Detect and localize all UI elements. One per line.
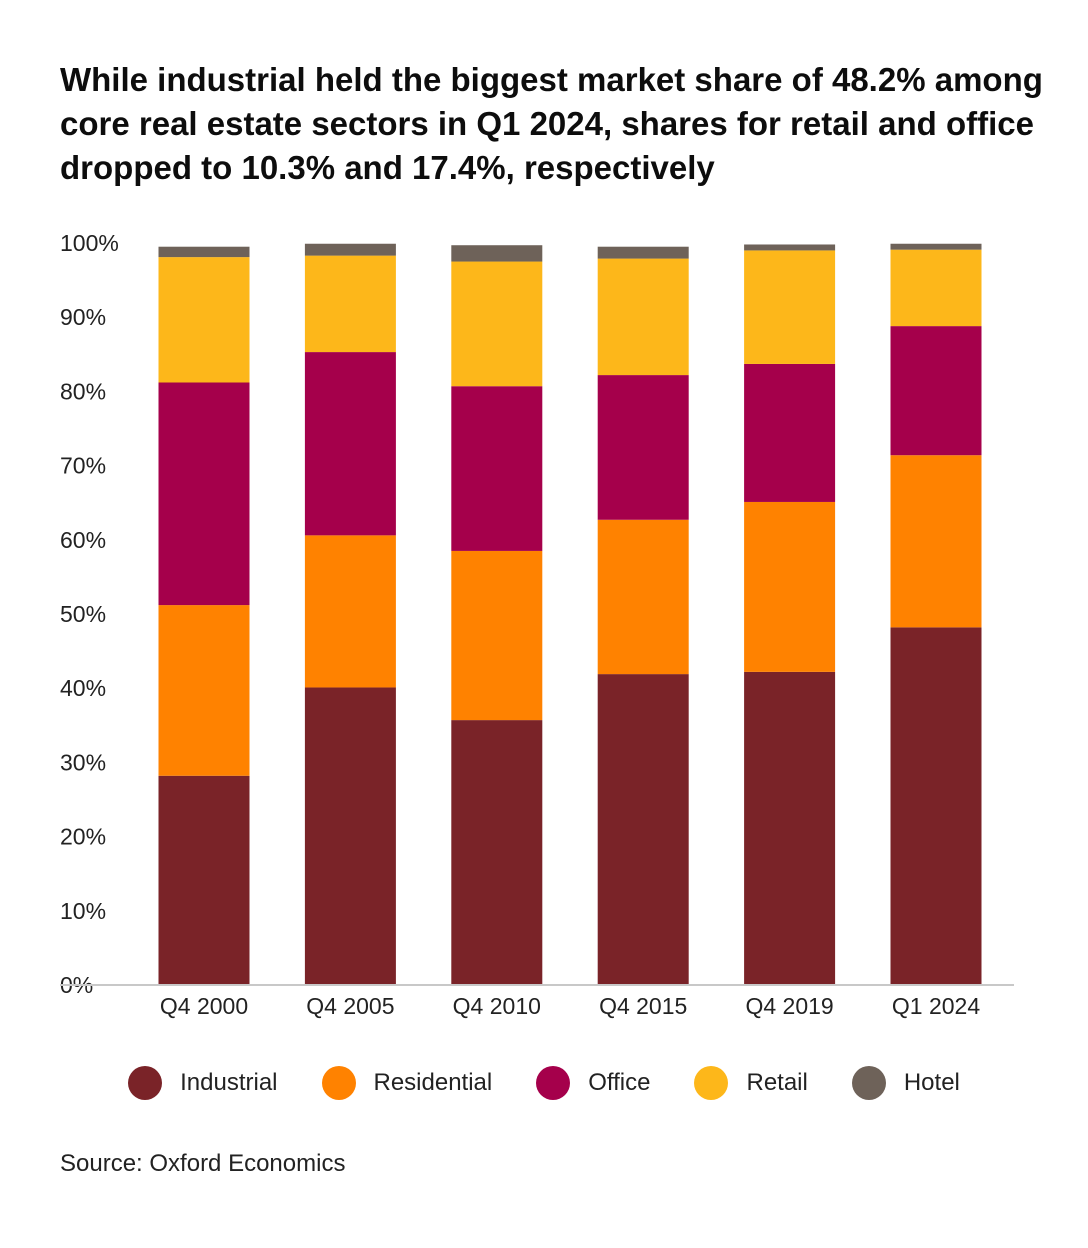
bar-segment-hotel [744,244,836,251]
y-tick-label: 60% [60,527,106,553]
x-tick-label: Q4 2005 [306,993,394,1019]
legend-item-retail: Retail [694,1066,808,1100]
bar-segment-office [158,382,250,606]
legend-item-office: Office [536,1066,650,1100]
legend-label: Residential [373,1069,493,1096]
bar-segment-residential [597,519,689,675]
legend-label: Industrial [180,1069,278,1096]
legend-item-residential: Residential [321,1066,493,1100]
x-tick-label: Q4 2000 [160,993,248,1019]
bar-segment-retail [451,261,543,387]
bar-segment-industrial [158,775,250,985]
legend-item-industrial: Industrial [128,1066,278,1100]
bar-segment-industrial [890,627,982,985]
chart-legend: Industrial Residential Office Retail Hotel [0,1066,1088,1100]
bar-segment-hotel [451,245,543,262]
bar-segment-retail [158,257,250,383]
bar-segment-hotel [304,243,396,256]
bar-segment-residential [304,535,396,688]
bar-segment-residential [890,455,982,628]
bar-segment-office [744,363,836,502]
bar-segment-industrial [744,671,836,985]
bar-segment-office [451,386,543,551]
y-tick-label: 80% [60,378,106,404]
x-tick-label: Q4 2019 [745,993,833,1019]
y-tick-label: 90% [60,304,106,330]
bar-segment-industrial [597,674,689,985]
bar-segment-retail [304,255,396,353]
bar-segment-industrial [451,720,543,985]
y-tick-label: 70% [60,453,106,479]
bar-segment-retail [890,249,982,327]
y-tick-label: 40% [60,675,106,701]
legend-swatch [536,1066,571,1100]
legend-item-hotel: Hotel [851,1066,960,1100]
y-tick-label: 50% [60,601,106,627]
bar-segment-hotel [158,246,250,258]
y-tick-label: 10% [60,898,106,924]
legend-label: Office [588,1069,651,1096]
bar-segment-residential [451,550,543,721]
legend-label: Retail [746,1069,808,1096]
legend-swatch [694,1066,729,1100]
x-tick-label: Q4 2010 [453,993,541,1019]
legend-swatch [851,1066,886,1100]
bar-segments [158,243,982,985]
legend-swatch [321,1066,356,1100]
stacked-bar-chart: 0%10%20%30%40%50%60%70%80%90%100% Q4 200… [60,230,1014,1019]
legend-swatch [128,1066,163,1100]
chart-title: While industrial held the biggest market… [60,61,1043,186]
y-tick-label: 20% [60,824,106,850]
bar-segment-office [890,326,982,456]
legend-label: Hotel [903,1069,960,1096]
y-axis-tick-labels: 0%10%20%30%40%50%60%70%80%90%100% [60,230,119,998]
y-tick-label: 30% [60,749,106,775]
bar-segment-hotel [890,243,982,250]
bar-segment-office [304,352,396,536]
bar-segment-residential [744,501,836,672]
x-tick-label: Q4 2015 [599,993,687,1019]
source-note: Source: Oxford Economics [60,1150,346,1177]
bar-segment-office [597,375,689,520]
bar-segment-retail [744,250,836,364]
y-tick-label: 100% [60,230,119,256]
bar-segment-hotel [597,246,689,259]
x-tick-label: Q1 2024 [892,993,980,1019]
bar-segment-residential [158,605,250,776]
bar-segment-retail [597,258,689,376]
bar-segment-industrial [304,687,396,985]
x-axis-tick-labels: Q4 2000 Q4 2005 Q4 2010 Q4 2015 Q4 2019 Q1 20… [160,993,980,1019]
